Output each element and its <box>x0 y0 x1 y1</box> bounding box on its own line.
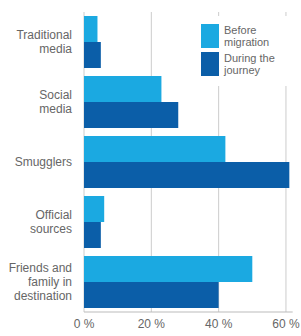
category-label: Traditionalmedia <box>16 28 72 56</box>
legend-label: During thejourney <box>223 52 275 76</box>
label-line: Smugglers <box>15 155 72 169</box>
label-line: media <box>39 42 72 56</box>
label-line: destination <box>14 289 72 303</box>
label-line: media <box>39 102 72 116</box>
tick-label: 20 % <box>138 317 166 331</box>
legend-swatch <box>201 24 219 48</box>
label-line: Before <box>224 24 256 36</box>
label-line: Social <box>39 88 72 102</box>
category-label: Smugglers <box>15 155 72 169</box>
label-line: Traditional <box>16 28 72 42</box>
legend: Beforemigration During thejourney <box>195 16 292 86</box>
legend-label: Beforemigration <box>224 24 269 48</box>
bar <box>84 256 252 282</box>
label-line: migration <box>224 36 269 48</box>
label-line: journey <box>223 64 261 76</box>
bar <box>84 16 97 42</box>
label-line: family in <box>28 275 72 289</box>
bar <box>84 102 178 128</box>
category-label: Socialmedia <box>39 88 72 116</box>
tick-label: 60 % <box>272 317 300 331</box>
bar <box>84 76 161 102</box>
bar <box>84 282 219 308</box>
category-label: Officialsources <box>30 208 72 236</box>
legend-swatch <box>201 52 219 76</box>
label-line: Friends and <box>9 261 72 275</box>
category-label: Friends andfamily indestination <box>9 261 72 303</box>
legend-box <box>195 16 292 86</box>
tick-label: 40 % <box>205 317 233 331</box>
label-line: sources <box>30 222 72 236</box>
bars <box>84 16 289 308</box>
chart: 0 %20 %40 %60 %TraditionalmediaSocialmed… <box>0 0 301 336</box>
bar <box>84 196 104 222</box>
bar <box>84 42 101 68</box>
label-line: Official <box>36 208 72 222</box>
bar <box>84 162 289 188</box>
x-axis-line <box>84 312 293 313</box>
bar <box>84 136 225 162</box>
tick-label: 0 % <box>74 317 95 331</box>
label-line: During the <box>224 52 275 64</box>
bar <box>84 222 101 248</box>
